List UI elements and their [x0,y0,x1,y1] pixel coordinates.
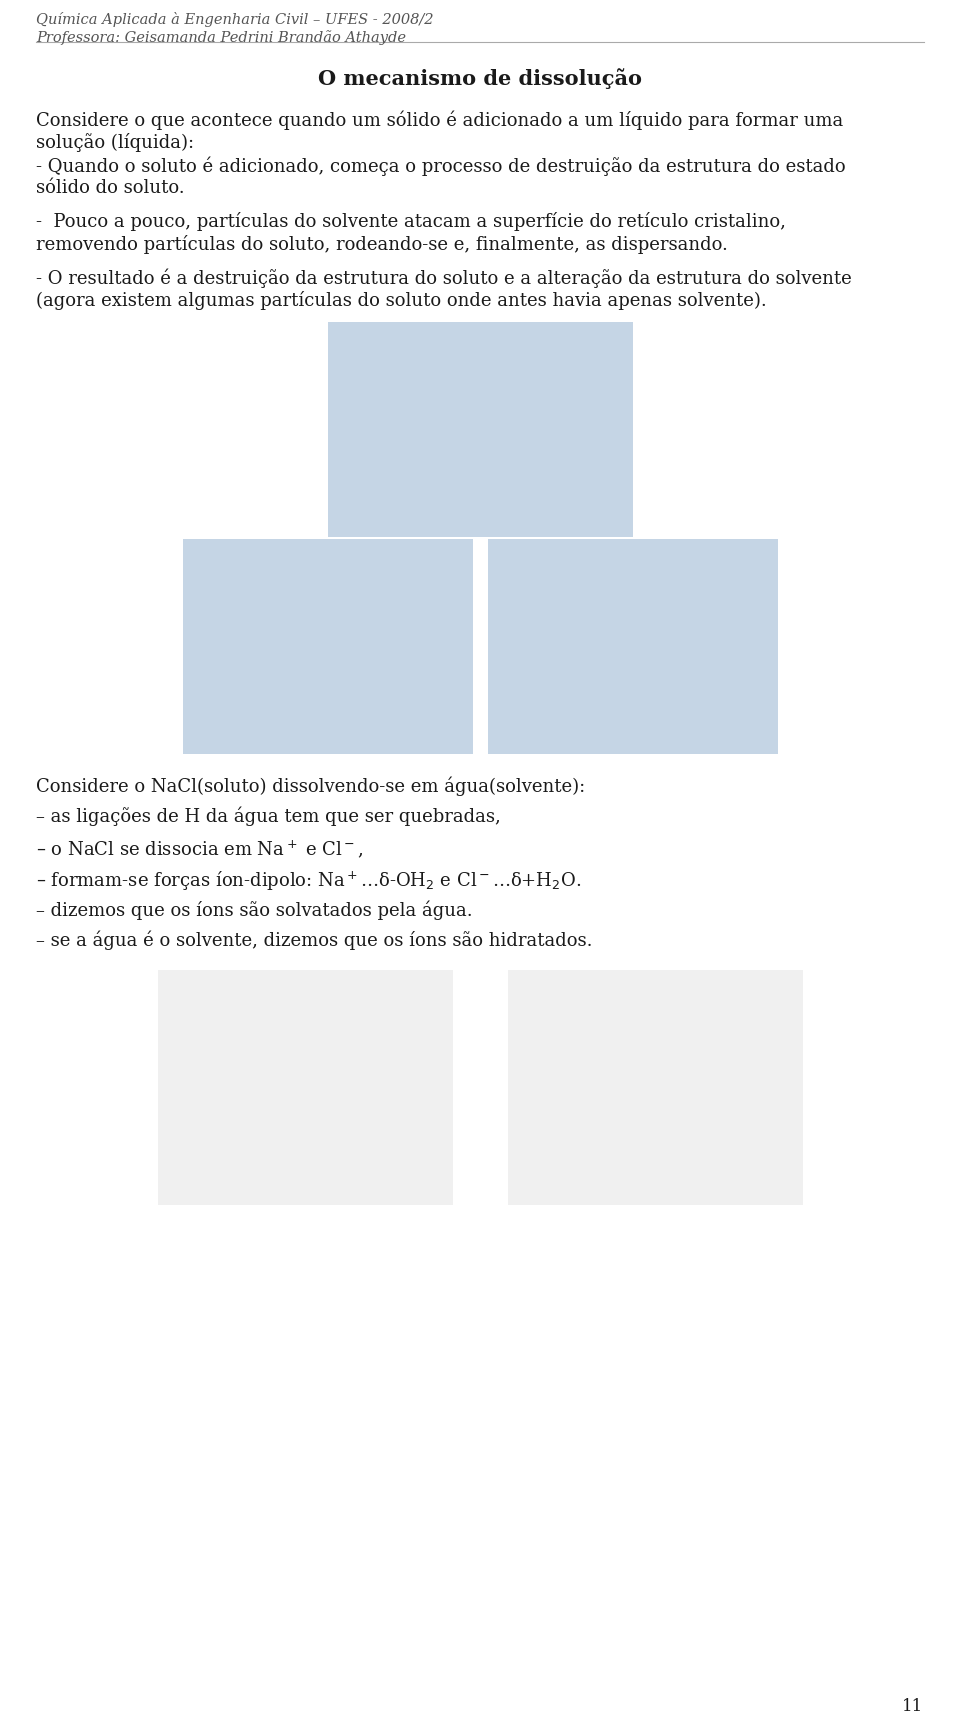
Text: Considere o que acontece quando um sólido é adicionado a um líquido para formar : Considere o que acontece quando um sólid… [36,111,844,130]
Text: (agora existem algumas partículas do soluto onde antes havia apenas solvente).: (agora existem algumas partículas do sol… [36,291,767,310]
Text: removendo partículas do soluto, rodeando-se e, finalmente, as dispersando.: removendo partículas do soluto, rodeando… [36,235,729,254]
Bar [327,322,633,536]
Text: – o NaCl se dissocia em Na$^+$ e Cl$^-$,: – o NaCl se dissocia em Na$^+$ e Cl$^-$, [36,837,364,860]
Text: - Quando o soluto é adicionado, começa o processo de destruição da estrutura do : - Quando o soluto é adicionado, começa o… [36,156,846,175]
Text: 11: 11 [902,1699,924,1714]
Text: – dizemos que os íons são solvatados pela água.: – dizemos que os íons são solvatados pel… [36,900,473,920]
Text: Considere o NaCl(soluto) dissolvendo-se em água(solvente):: Considere o NaCl(soluto) dissolvendo-se … [36,777,586,796]
Bar [157,971,452,1206]
Text: -  Pouco a pouco, partículas do solvente atacam a superfície do retículo cristal: - Pouco a pouco, partículas do solvente … [36,213,786,232]
Text: – se a água é o solvente, dizemos que os íons são hidratados.: – se a água é o solvente, dizemos que os… [36,931,593,950]
Text: O mecanismo de dissolução: O mecanismo de dissolução [318,67,642,88]
Bar [182,540,472,754]
Text: Química Aplicada à Engenharia Civil – UFES - 2008/2: Química Aplicada à Engenharia Civil – UF… [36,12,434,28]
Text: – as ligações de H da água tem que ser quebradas,: – as ligações de H da água tem que ser q… [36,806,501,827]
Text: solução (líquida):: solução (líquida): [36,133,195,152]
Bar [488,540,778,754]
Text: - O resultado é a destruição da estrutura do soluto e a alteração da estrutura d: - O resultado é a destruição da estrutur… [36,268,852,287]
Text: sólido do soluto.: sólido do soluto. [36,178,185,197]
Bar [508,971,803,1206]
Text: Professora: Geisamanda Pedrini Brandão Athayde: Professora: Geisamanda Pedrini Brandão A… [36,29,406,45]
Text: – formam-se forças íon-dipolo: Na$^+$…δ-OH$_2$ e Cl$^-$…δ+H$_2$O.: – formam-se forças íon-dipolo: Na$^+$…δ-… [36,868,582,893]
